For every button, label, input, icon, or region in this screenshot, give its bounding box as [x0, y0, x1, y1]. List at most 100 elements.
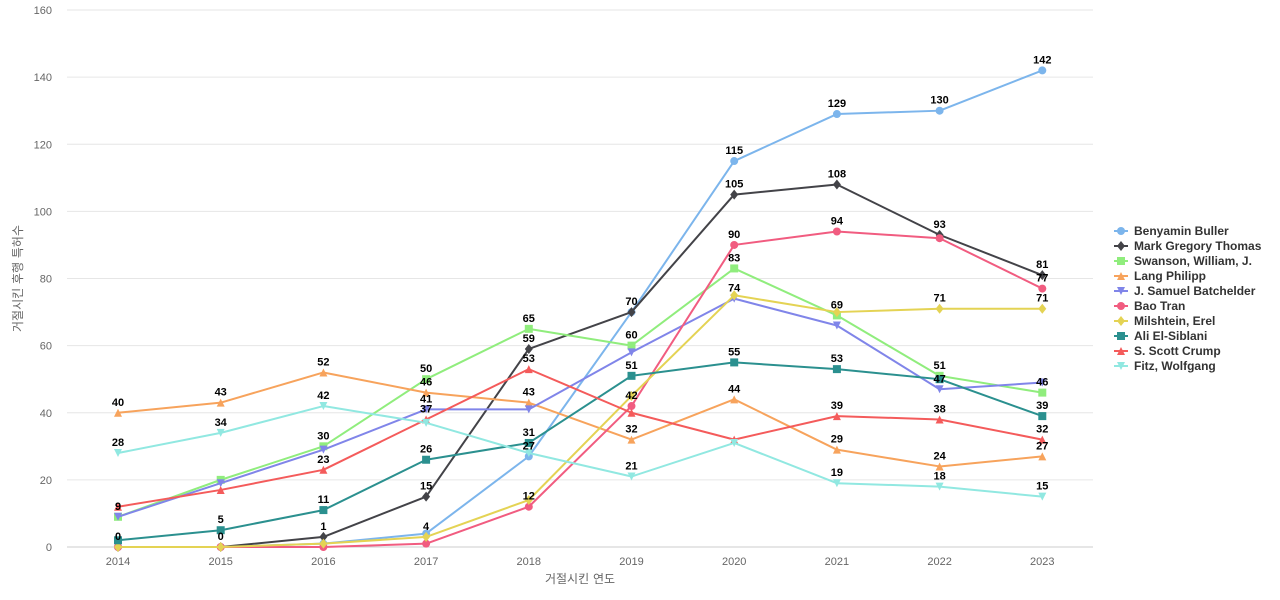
data-label: 93: [933, 219, 945, 231]
legend-marker: [1117, 227, 1125, 235]
data-point: [216, 542, 225, 552]
data-point: [730, 395, 739, 404]
series-line: [117, 361, 1043, 542]
data-point: [216, 398, 225, 407]
data-point: [832, 479, 841, 488]
data-point: [627, 390, 636, 401]
x-tick-label: 2020: [722, 556, 746, 568]
data-point: [832, 365, 841, 374]
data-point: [832, 307, 841, 318]
data-label: 1: [320, 521, 326, 533]
series-line: [117, 405, 1043, 498]
legend-item[interactable]: S. Scott Crump: [1114, 344, 1221, 358]
data-point: [524, 343, 533, 354]
data-label: 71: [933, 293, 945, 305]
data-point: [114, 512, 122, 521]
legend-marker: [1117, 302, 1125, 310]
data-label: 28: [112, 437, 124, 449]
data-point: [1038, 435, 1047, 444]
data-label: 108: [828, 169, 846, 181]
legend-item[interactable]: Mark Gregory Thomas: [1114, 239, 1262, 253]
data-label: 27: [1036, 440, 1048, 452]
x-tick-label: 2016: [311, 556, 335, 568]
series-line: [118, 230, 1043, 548]
series-line: [117, 368, 1043, 508]
data-label: 44: [728, 383, 741, 395]
data-point: [216, 479, 225, 488]
y-axis: 0 20 40 60 80 100 120 140 160: [34, 5, 52, 554]
legend-marker: [1117, 316, 1125, 326]
data-label: 77: [1036, 273, 1048, 285]
data-point: [730, 157, 739, 166]
data-point: [114, 408, 122, 417]
data-point: [524, 398, 533, 407]
data-point: [524, 405, 533, 414]
data-label: 19: [831, 467, 843, 479]
data-label: 51: [933, 360, 945, 372]
series-line: [118, 69, 1043, 548]
legend-item[interactable]: J. Samuel Batchelder: [1114, 284, 1256, 298]
data-point: [832, 321, 841, 330]
data-point: [422, 531, 431, 542]
data-point: [524, 324, 533, 333]
data-point: [935, 375, 944, 384]
data-point: [422, 491, 431, 502]
data-label: 53: [523, 353, 535, 365]
data-point: [627, 435, 636, 444]
data-label: 43: [215, 387, 227, 399]
legend-item[interactable]: Milshtein, Erel: [1114, 314, 1215, 328]
data-point: [935, 482, 944, 491]
data-label: 40: [112, 397, 124, 409]
data-point: [1038, 66, 1047, 75]
data-point: [319, 445, 328, 454]
x-tick-label: 2023: [1030, 556, 1054, 568]
legend-marker: [1117, 272, 1125, 280]
data-point: [730, 240, 739, 249]
legend-label: Benyamin Buller: [1134, 224, 1229, 238]
legend-item[interactable]: Ali El-Siblani: [1114, 329, 1207, 343]
legend-label: Swanson, William, J.: [1134, 254, 1252, 268]
grid: [67, 9, 1093, 548]
x-tick-label: 2019: [619, 556, 643, 568]
legend-label: Lang Philipp: [1134, 269, 1206, 283]
legend-label: Fitz, Wolfgang: [1134, 359, 1216, 373]
legend-item[interactable]: Bao Tran: [1114, 299, 1185, 313]
data-label: 31: [523, 427, 535, 439]
data-label: 12: [523, 491, 535, 503]
data-point: [627, 341, 636, 350]
data-point: [935, 234, 944, 243]
data-label: 21: [625, 461, 637, 473]
data-point: [730, 358, 739, 367]
data-label: 11: [318, 494, 330, 506]
legend-marker: [1117, 241, 1125, 251]
x-axis: 2014 2015 2016 2017 2018 2019 2020 2021 2022 2023: [106, 556, 1055, 568]
y-tick-label: 80: [40, 274, 52, 286]
data-point: [1038, 412, 1047, 421]
data-point: [422, 405, 431, 414]
legend-item[interactable]: Benyamin Buller: [1114, 224, 1229, 238]
data-point: [1038, 492, 1047, 501]
data-label: 23: [317, 454, 329, 466]
data-label: 30: [317, 430, 329, 442]
data-label: 29: [831, 434, 843, 446]
data-point: [935, 415, 944, 424]
series-line: [118, 294, 1043, 548]
data-point: [114, 449, 122, 458]
data-point: [730, 264, 739, 273]
data-point: [935, 462, 944, 471]
data-label: 32: [625, 424, 637, 436]
data-point: [832, 412, 841, 421]
legend-item[interactable]: Fitz, Wolfgang: [1114, 359, 1216, 373]
series-0: [114, 66, 1047, 551]
series-line: [118, 183, 1043, 548]
legend-item[interactable]: Lang Philipp: [1114, 269, 1206, 283]
data-label: 39: [831, 400, 843, 412]
legend-marker: [1117, 287, 1125, 295]
data-point: [1038, 378, 1047, 387]
y-tick-label: 100: [34, 206, 52, 218]
legend-item[interactable]: Swanson, William, J.: [1114, 254, 1252, 268]
data-label: 94: [831, 216, 844, 228]
data-point: [935, 106, 944, 115]
